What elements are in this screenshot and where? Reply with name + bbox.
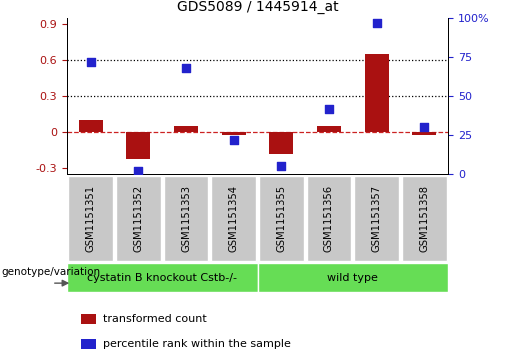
FancyBboxPatch shape bbox=[211, 176, 256, 261]
Point bbox=[277, 163, 285, 169]
FancyBboxPatch shape bbox=[258, 263, 448, 292]
Bar bbox=[79, 120, 102, 132]
Point bbox=[134, 168, 143, 174]
FancyBboxPatch shape bbox=[164, 176, 209, 261]
Bar bbox=[413, 132, 436, 135]
Text: GSM1151357: GSM1151357 bbox=[372, 185, 382, 252]
FancyBboxPatch shape bbox=[68, 176, 113, 261]
Text: GSM1151353: GSM1151353 bbox=[181, 185, 191, 252]
Point bbox=[230, 137, 238, 143]
Text: GSM1151351: GSM1151351 bbox=[86, 185, 96, 252]
Title: GDS5089 / 1445914_at: GDS5089 / 1445914_at bbox=[177, 0, 338, 15]
FancyBboxPatch shape bbox=[259, 176, 304, 261]
Text: wild type: wild type bbox=[328, 273, 378, 283]
Bar bbox=[81, 339, 96, 349]
FancyBboxPatch shape bbox=[116, 176, 161, 261]
Bar bbox=[317, 126, 341, 132]
Point bbox=[372, 20, 381, 26]
FancyBboxPatch shape bbox=[354, 176, 399, 261]
Text: genotype/variation: genotype/variation bbox=[2, 267, 100, 277]
Text: GSM1151355: GSM1151355 bbox=[277, 185, 286, 252]
Text: GSM1151358: GSM1151358 bbox=[419, 185, 429, 252]
Bar bbox=[365, 54, 388, 132]
Bar bbox=[174, 126, 198, 132]
Bar bbox=[222, 132, 246, 135]
Text: transformed count: transformed count bbox=[103, 314, 207, 324]
FancyBboxPatch shape bbox=[306, 176, 351, 261]
Text: GSM1151352: GSM1151352 bbox=[133, 185, 143, 252]
Bar bbox=[127, 132, 150, 159]
Bar bbox=[269, 132, 293, 154]
Point bbox=[420, 125, 428, 130]
Text: GSM1151354: GSM1151354 bbox=[229, 185, 238, 252]
Text: GSM1151356: GSM1151356 bbox=[324, 185, 334, 252]
Text: percentile rank within the sample: percentile rank within the sample bbox=[103, 339, 291, 349]
Bar bbox=[81, 314, 96, 324]
Text: cystatin B knockout Cstb-/-: cystatin B knockout Cstb-/- bbox=[87, 273, 237, 283]
FancyBboxPatch shape bbox=[67, 263, 258, 292]
Point bbox=[87, 59, 95, 65]
Point bbox=[325, 106, 333, 111]
Point bbox=[182, 65, 190, 71]
FancyBboxPatch shape bbox=[402, 176, 447, 261]
